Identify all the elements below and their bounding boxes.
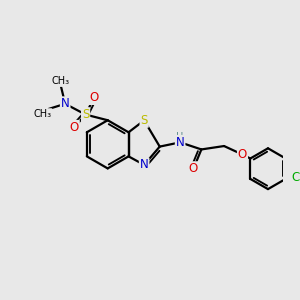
Text: Cl: Cl bbox=[292, 171, 300, 184]
Text: O: O bbox=[238, 148, 247, 161]
Text: CH₃: CH₃ bbox=[51, 76, 69, 86]
Text: H: H bbox=[176, 132, 184, 142]
Text: O: O bbox=[70, 121, 79, 134]
Text: CH₃: CH₃ bbox=[33, 109, 52, 119]
Text: S: S bbox=[140, 114, 148, 127]
Text: N: N bbox=[61, 97, 70, 110]
Text: S: S bbox=[82, 108, 89, 121]
Text: O: O bbox=[89, 91, 99, 104]
Text: N: N bbox=[140, 158, 148, 171]
Text: O: O bbox=[189, 162, 198, 175]
Text: N: N bbox=[176, 136, 184, 149]
